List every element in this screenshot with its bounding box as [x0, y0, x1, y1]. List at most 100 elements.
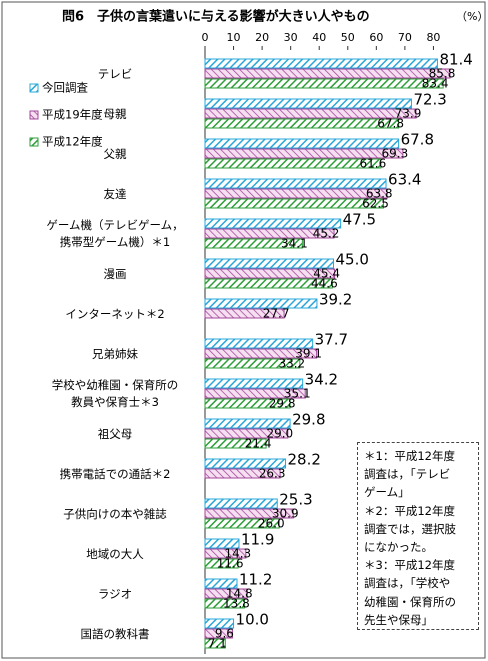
x-tick-label: 80 [426, 31, 440, 44]
value-label: 9.6 [215, 627, 234, 641]
value-label: 61.6 [360, 157, 387, 171]
value-label: 27.7 [263, 307, 290, 321]
bar [204, 148, 404, 159]
note-line: 調査では，選択肢 [364, 521, 456, 536]
value-label: 29.8 [292, 411, 325, 429]
bar [204, 228, 335, 239]
value-label: 35.1 [284, 387, 311, 401]
bar [204, 238, 303, 249]
note-line: ゲーム」 [364, 485, 410, 500]
category-label: テレビ [97, 66, 133, 81]
value-label: 63.4 [388, 171, 421, 189]
bar [204, 98, 412, 109]
bar [204, 628, 233, 639]
value-label: 7.1 [208, 637, 227, 651]
note-line: ＊1：平成12年度 [364, 449, 455, 463]
bar [204, 388, 306, 399]
value-label: 26.0 [258, 517, 285, 531]
value-label: 29.0 [266, 427, 293, 441]
x-tick-label: 10 [227, 31, 241, 44]
bar [204, 78, 444, 89]
bar [204, 458, 287, 469]
category-label: 地域の大人 [86, 546, 144, 561]
notes-box: ＊1：平成12年度 調査は，「テレビ ゲーム」 ＊2：平成12年度 調査では，選択肢 にな… [357, 442, 479, 630]
category-label: 子供向けの本や雑誌 [63, 506, 167, 521]
value-label: 63.8 [366, 187, 393, 201]
x-tick-label: 0 [202, 31, 209, 44]
bar [204, 268, 336, 279]
value-label: 83.4 [422, 77, 449, 91]
value-label: 44.6 [311, 277, 338, 291]
value-label: 37.7 [315, 331, 348, 349]
bar [204, 358, 301, 369]
bar [204, 498, 278, 509]
bar [204, 198, 384, 209]
value-label: 34.1 [281, 237, 308, 251]
value-label: 81.4 [439, 51, 472, 69]
bar [204, 518, 280, 529]
value-label: 39.2 [319, 291, 352, 309]
note-line: になかった。 [364, 540, 433, 555]
category-label: 学校や幼稚園・保育所の 教員や保育士＊3 [51, 378, 179, 409]
value-label: 13.8 [223, 597, 250, 611]
bar [204, 138, 400, 149]
category-label: ゲーム機（テレビゲーム， 携帯型ゲーム機）＊1 [46, 218, 184, 249]
note-line: ＊3：平成12年度 [364, 558, 455, 573]
value-label: 11.2 [239, 571, 272, 589]
bar [204, 638, 226, 649]
bar [204, 258, 334, 269]
x-tick-label: 30 [284, 31, 298, 44]
value-label: 14.3 [224, 547, 251, 561]
bar [204, 298, 318, 309]
x-tick-label: 20 [255, 31, 269, 44]
value-label: 10.0 [236, 611, 269, 629]
bar [204, 538, 240, 549]
bar [204, 618, 235, 629]
category-label: 兄弟姉妹 [92, 346, 138, 361]
value-label: 62.5 [362, 197, 389, 211]
bar [204, 118, 400, 129]
category-label: インターネット＊2 [65, 306, 165, 321]
legend-swatch [29, 110, 39, 120]
bar [204, 308, 285, 319]
chart-title: 問6 子供の言葉遣いに与える影響が大きい人やもの [62, 9, 370, 25]
bar [204, 418, 291, 429]
value-label: 45.4 [313, 267, 340, 281]
bar [204, 338, 314, 349]
value-label: 11.6 [217, 557, 244, 571]
value-label: 21.4 [245, 437, 272, 451]
x-tick-label: 70 [398, 31, 412, 44]
value-label: 69.3 [382, 147, 409, 161]
note-line: 先生や保母」 [364, 612, 433, 627]
value-label: 25.3 [279, 491, 312, 509]
bar [204, 588, 248, 599]
bar [204, 178, 387, 189]
value-label: 14.8 [226, 587, 253, 601]
note-line: 調査は，「テレビ [364, 467, 451, 482]
legend-swatch [29, 83, 39, 93]
category-label: 父親 [103, 146, 127, 161]
bar [204, 598, 245, 609]
category-label: 漫画 [103, 266, 127, 281]
bar [204, 108, 417, 119]
legend-label: 今回調査 [42, 81, 88, 95]
value-label: 67.8 [377, 117, 404, 131]
value-label: 47.5 [343, 211, 376, 229]
value-label: 73.9 [395, 107, 422, 121]
x-tick-label: 50 [341, 31, 355, 44]
value-label: 45.0 [336, 251, 369, 269]
bar [204, 548, 247, 559]
value-label: 28.2 [288, 451, 321, 469]
note-line: 調査は，「学校や [364, 576, 451, 591]
x-tick-label: 40 [312, 31, 326, 44]
bar [204, 508, 294, 519]
value-label: 33.2 [278, 357, 305, 371]
legend-label: 平成12年度 [42, 135, 103, 149]
bar [204, 438, 267, 449]
bar [204, 218, 342, 229]
value-label: 34.2 [305, 371, 338, 389]
value-label: 67.8 [401, 131, 434, 149]
bar [204, 378, 304, 389]
